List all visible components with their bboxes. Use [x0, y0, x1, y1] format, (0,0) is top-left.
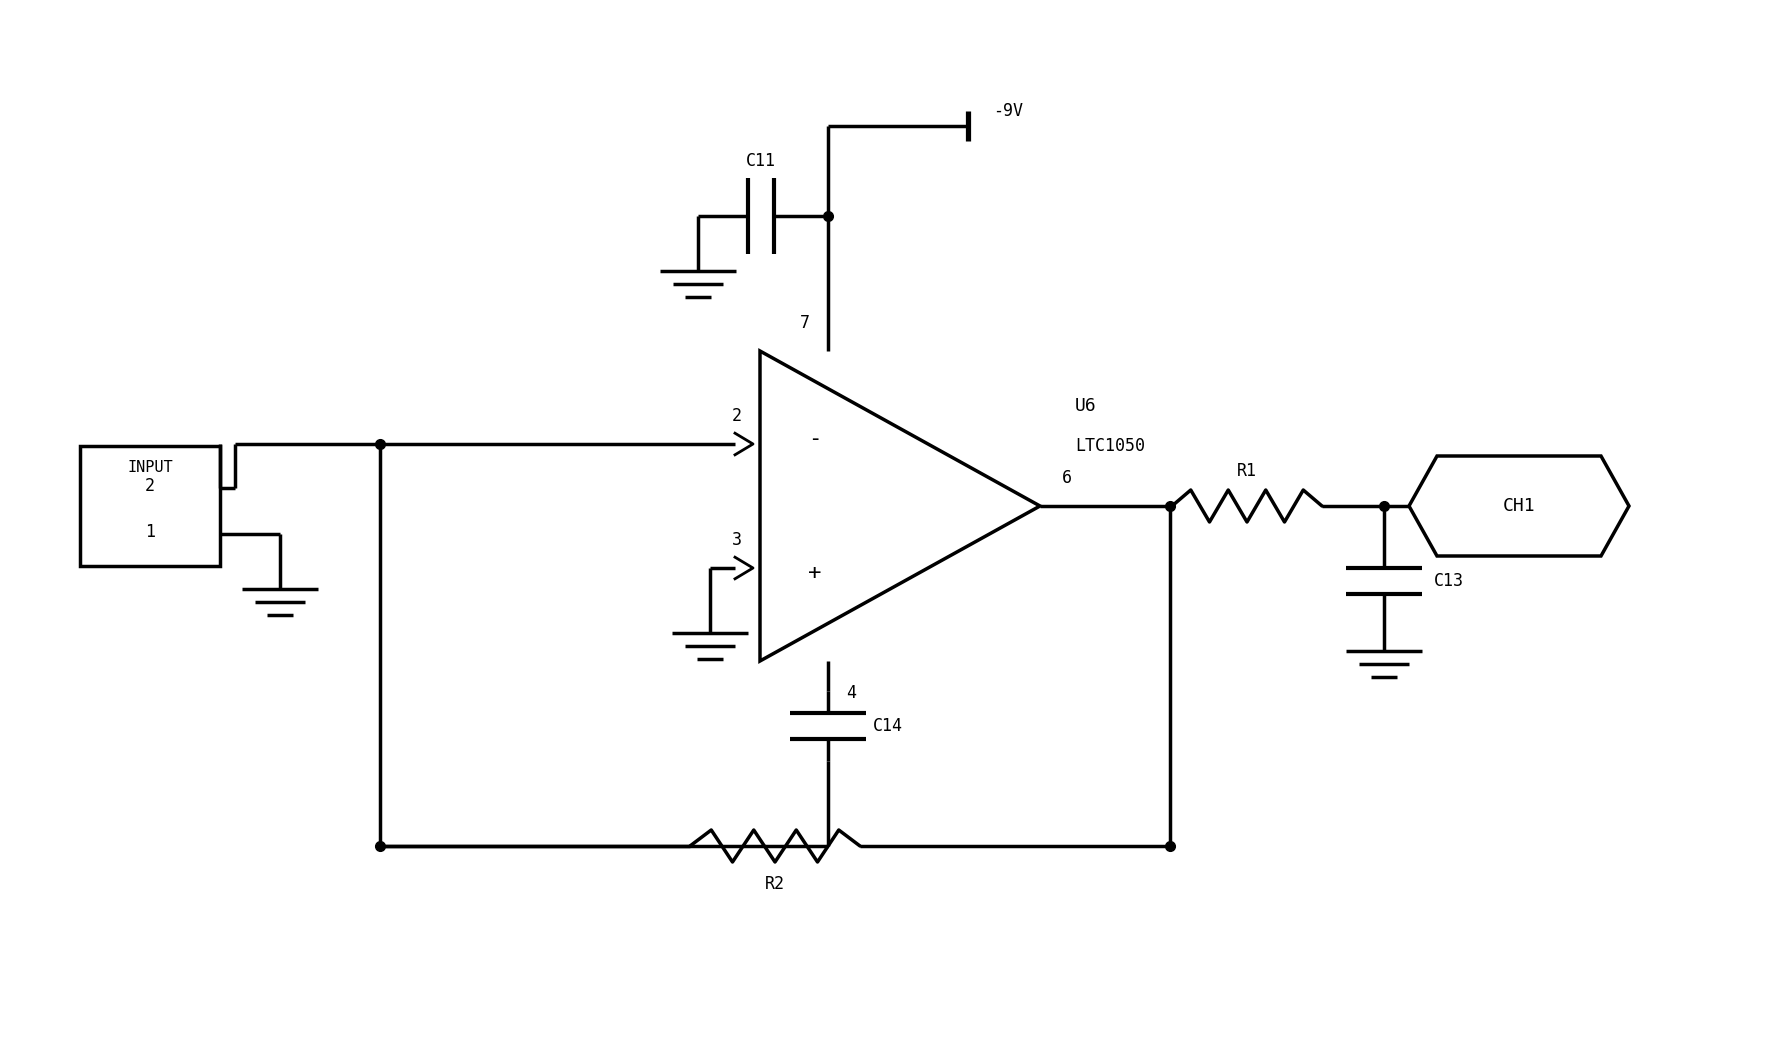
Text: CH1: CH1 — [1503, 497, 1536, 515]
Text: 2: 2 — [731, 407, 742, 425]
Text: R2: R2 — [765, 875, 785, 893]
Text: 2: 2 — [145, 477, 154, 495]
Text: 6: 6 — [1063, 469, 1072, 487]
Text: 3: 3 — [731, 531, 742, 549]
Bar — [81, 446, 220, 566]
Text: 4: 4 — [846, 684, 857, 702]
Text: -9V: -9V — [993, 102, 1023, 120]
Text: +: + — [808, 563, 823, 583]
Text: C14: C14 — [873, 717, 903, 735]
Text: 7: 7 — [799, 314, 810, 332]
Text: LTC1050: LTC1050 — [1075, 437, 1145, 455]
Text: INPUT: INPUT — [127, 460, 172, 475]
Text: 1: 1 — [145, 523, 154, 541]
Text: -: - — [808, 429, 823, 449]
Text: R1: R1 — [1236, 463, 1256, 480]
Text: C13: C13 — [1434, 572, 1464, 590]
Text: U6: U6 — [1075, 397, 1097, 415]
Text: C11: C11 — [745, 152, 776, 170]
